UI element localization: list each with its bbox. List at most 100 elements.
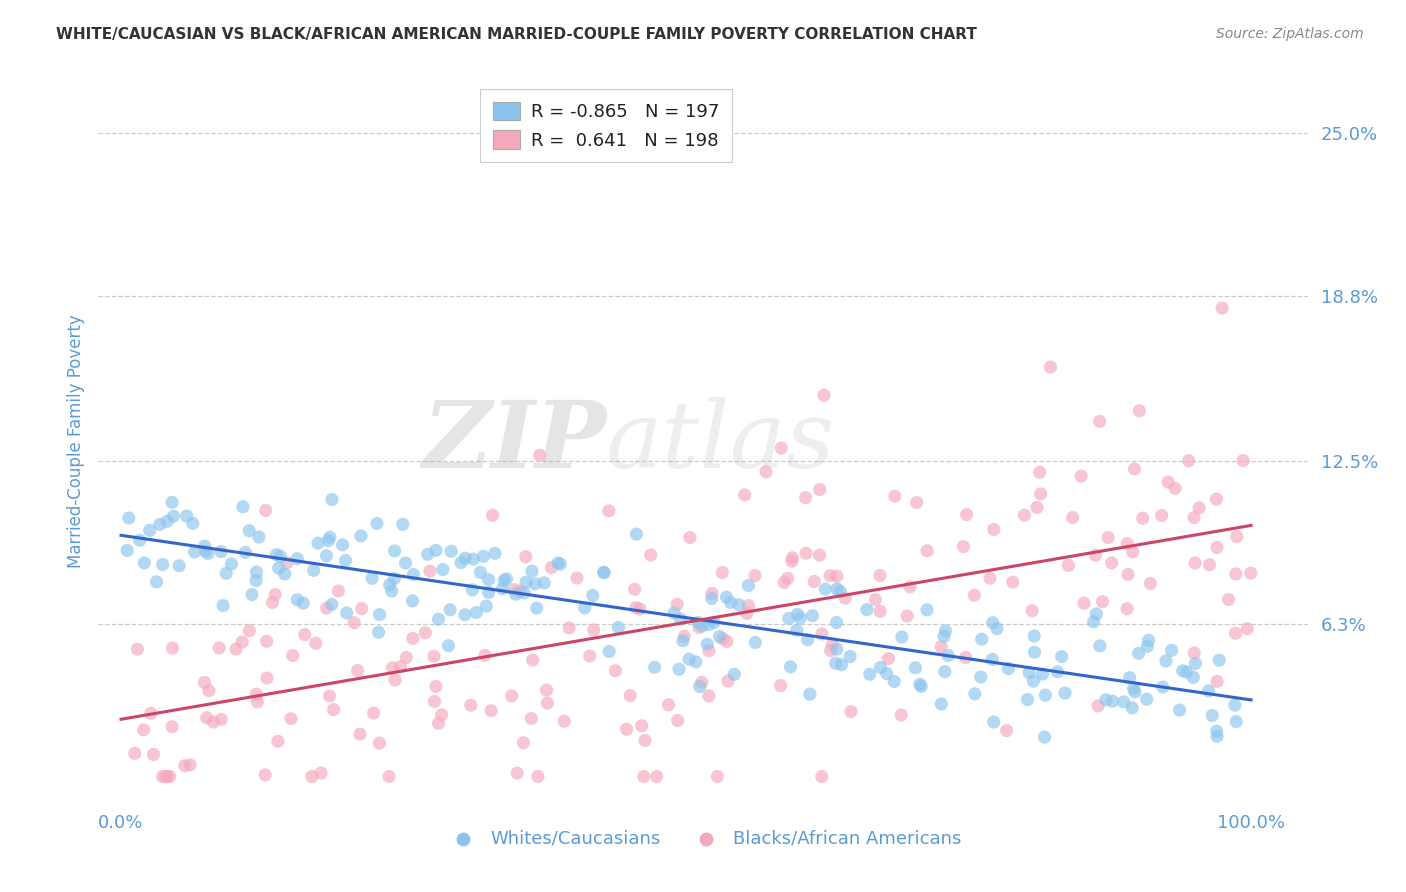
Point [513, 586, 536, 600]
Point [633, 770, 655, 784]
Point [484, 546, 506, 560]
Point [1232, 453, 1254, 467]
Point [1206, 674, 1229, 689]
Point [640, 548, 662, 562]
Point [1136, 640, 1159, 654]
Point [156, 514, 179, 528]
Point [1182, 646, 1205, 660]
Point [394, 556, 416, 570]
Point [825, 582, 848, 596]
Point [803, 574, 825, 589]
Point [238, 624, 260, 638]
Point [454, 607, 477, 622]
Point [1029, 487, 1052, 501]
Point [145, 574, 167, 589]
Point [318, 689, 340, 703]
Point [332, 538, 354, 552]
Point [669, 612, 692, 626]
Point [1240, 566, 1263, 580]
Point [167, 558, 190, 573]
Point [160, 495, 183, 509]
Point [256, 671, 278, 685]
Point [981, 615, 1004, 630]
Point [221, 557, 243, 571]
Point [1001, 575, 1024, 590]
Point [1101, 694, 1123, 708]
Point [274, 566, 297, 581]
Point [1208, 653, 1230, 667]
Point [810, 770, 832, 784]
Point [419, 564, 441, 578]
Point [132, 723, 155, 737]
Point [825, 615, 848, 630]
Point [194, 544, 217, 558]
Point [883, 489, 905, 503]
Point [786, 624, 808, 638]
Point [770, 441, 793, 455]
Point [425, 543, 447, 558]
Point [986, 622, 1008, 636]
Point [1236, 622, 1258, 636]
Point [672, 633, 695, 648]
Text: WHITE/CAUCASIAN VS BLACK/AFRICAN AMERICAN MARRIED-COUPLE FAMILY POVERTY CORRELAT: WHITE/CAUCASIAN VS BLACK/AFRICAN AMERICA… [56, 27, 977, 42]
Point [526, 601, 548, 615]
Point [302, 563, 325, 577]
Point [1085, 607, 1108, 621]
Point [1171, 664, 1194, 678]
Point [1091, 594, 1114, 608]
Point [439, 603, 461, 617]
Point [477, 573, 499, 587]
Point [350, 529, 373, 543]
Point [240, 588, 263, 602]
Point [1122, 681, 1144, 696]
Point [697, 644, 720, 658]
Point [463, 552, 485, 566]
Point [711, 566, 734, 580]
Point [744, 635, 766, 649]
Point [1050, 649, 1073, 664]
Point [266, 548, 288, 562]
Point [1226, 530, 1249, 544]
Point [1182, 670, 1205, 684]
Point [690, 619, 713, 633]
Point [799, 687, 821, 701]
Point [616, 723, 638, 737]
Point [423, 649, 446, 664]
Point [470, 566, 492, 580]
Point [1136, 692, 1159, 706]
Point [905, 495, 928, 509]
Point [245, 565, 267, 579]
Point [778, 611, 800, 625]
Point [755, 465, 778, 479]
Point [1132, 511, 1154, 525]
Point [697, 689, 720, 703]
Point [315, 601, 337, 615]
Point [368, 736, 391, 750]
Text: Source: ZipAtlas.com: Source: ZipAtlas.com [1216, 27, 1364, 41]
Point [197, 546, 219, 560]
Point [820, 643, 842, 657]
Point [1150, 508, 1173, 523]
Point [796, 632, 818, 647]
Point [558, 621, 581, 635]
Point [454, 551, 477, 566]
Point [779, 660, 801, 674]
Point [679, 531, 702, 545]
Point [890, 630, 912, 644]
Point [413, 625, 436, 640]
Point [139, 524, 162, 538]
Point [118, 511, 141, 525]
Point [1188, 500, 1211, 515]
Point [931, 697, 953, 711]
Point [176, 509, 198, 524]
Point [1184, 657, 1206, 671]
Point [505, 587, 527, 601]
Point [378, 578, 401, 592]
Point [685, 655, 707, 669]
Point [547, 556, 569, 570]
Point [460, 698, 482, 713]
Point [623, 582, 645, 597]
Point [910, 679, 932, 693]
Point [527, 770, 550, 784]
Point [128, 533, 150, 548]
